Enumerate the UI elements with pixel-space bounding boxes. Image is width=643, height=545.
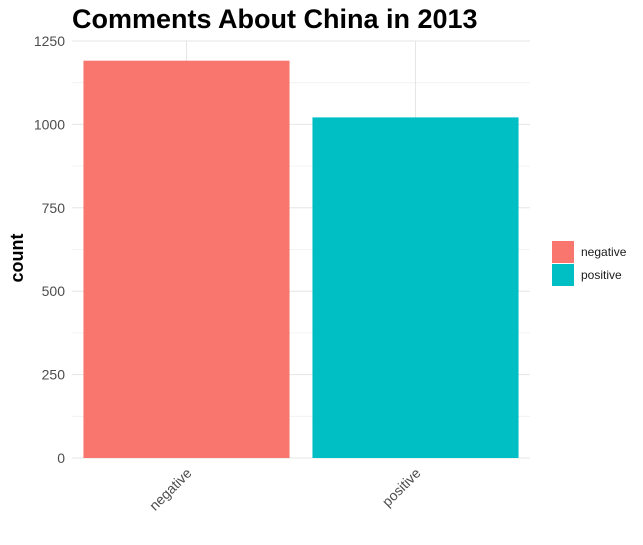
legend-swatch <box>552 263 574 286</box>
x-tick-label: negative <box>146 465 195 514</box>
y-tick-label: 750 <box>42 200 66 216</box>
chart-title: Comments About China in 2013 <box>72 4 478 34</box>
y-tick-label: 0 <box>57 450 65 466</box>
y-axis-label: count <box>7 234 27 283</box>
legend-item: negative <box>552 240 626 263</box>
x-axis-ticks: negative positive <box>146 465 424 514</box>
x-tick-label: positive <box>379 465 424 510</box>
legend-label: negative <box>581 244 627 259</box>
y-tick-label: 1250 <box>34 33 65 49</box>
y-axis-ticks: 0 250 500 750 1000 1250 <box>34 33 65 466</box>
legend: negative positive <box>552 240 626 286</box>
legend-item: positive <box>552 263 626 286</box>
y-tick-label: 1000 <box>34 116 65 132</box>
legend-label: positive <box>581 267 622 282</box>
y-tick-label: 250 <box>42 367 66 383</box>
y-tick-label: 500 <box>42 283 66 299</box>
bar-negative <box>83 60 290 458</box>
bars <box>83 60 519 458</box>
legend-swatch <box>552 240 574 263</box>
bar-positive <box>312 117 519 458</box>
